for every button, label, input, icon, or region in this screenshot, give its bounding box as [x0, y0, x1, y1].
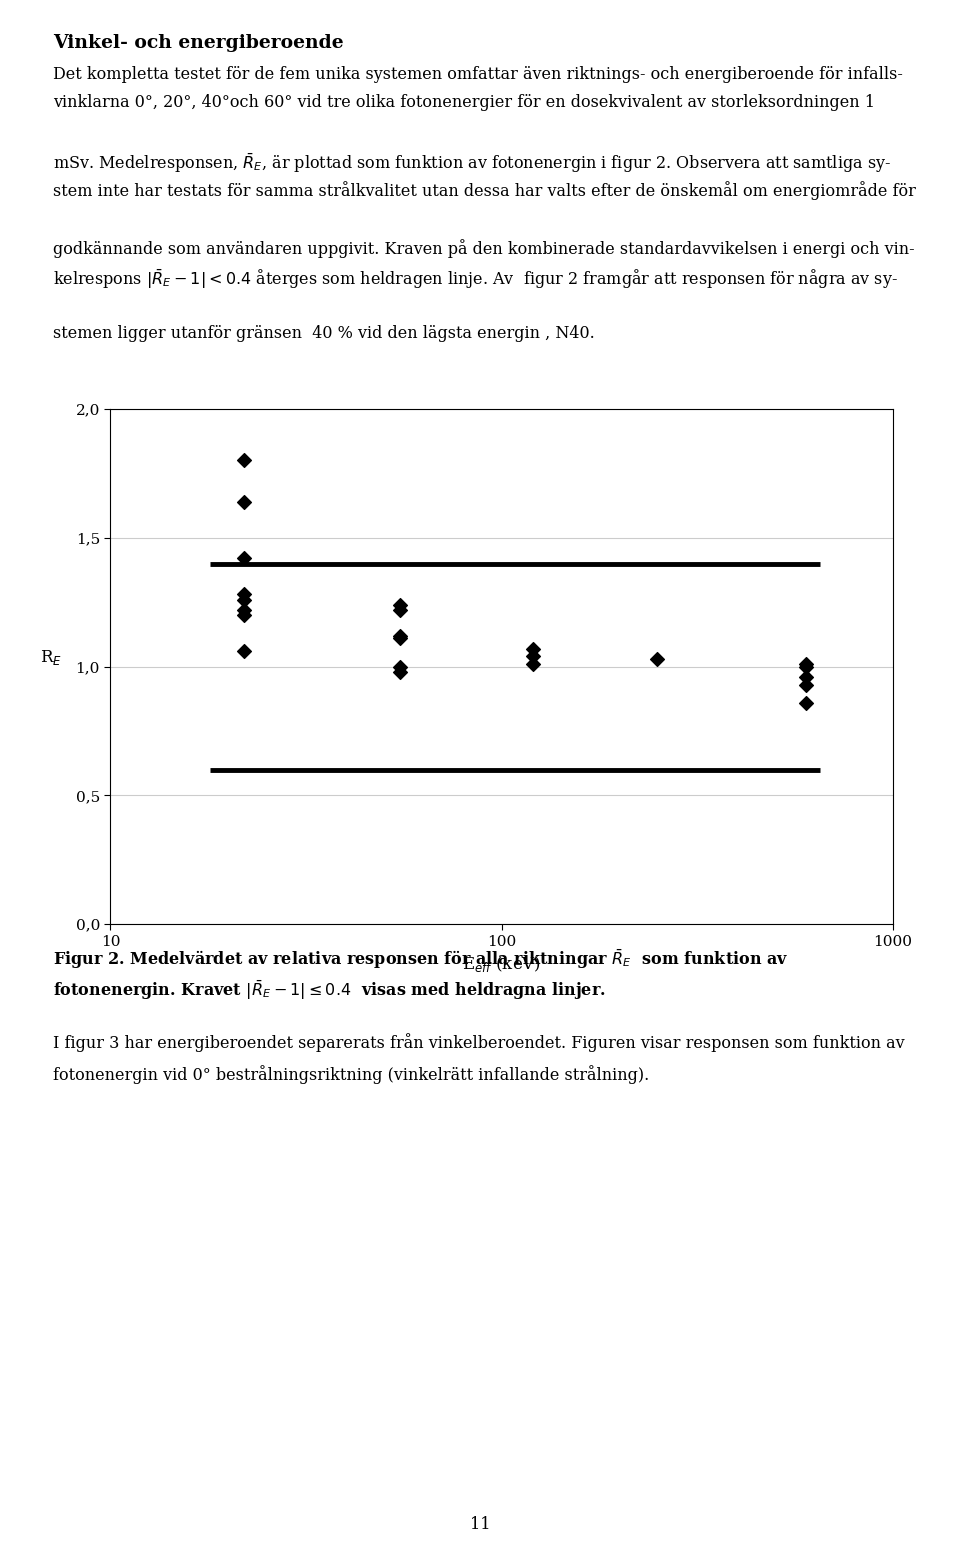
Text: godkännande som användaren uppgivit. Kraven på den kombinerade standardavvikelse: godkännande som användaren uppgivit. Kra…: [53, 239, 915, 258]
Point: [799, 690, 814, 715]
Text: stem inte har testats för samma strålkvalitet utan dessa har valts efter de önsk: stem inte har testats för samma strålkva…: [53, 181, 916, 200]
Text: kelrespons $|\bar{R}_{E}-1|<0.4$ återges som heldragen linje. Av  figur 2 framgå: kelrespons $|\bar{R}_{E}-1|<0.4$ återges…: [53, 267, 898, 290]
Point: [393, 623, 408, 648]
Point: [393, 626, 408, 651]
Text: 11: 11: [469, 1516, 491, 1533]
Point: [237, 603, 252, 628]
Point: [237, 598, 252, 623]
Point: [799, 654, 814, 679]
Text: fotonenergin. Kravet $|\bar{R}_{E}-1|\leq 0.4$  visas med heldragna linjer.: fotonenergin. Kravet $|\bar{R}_{E}-1|\le…: [53, 979, 606, 1002]
Text: stemen ligger utanför gränsen  40 % vid den lägsta energin , N40.: stemen ligger utanför gränsen 40 % vid d…: [53, 325, 594, 342]
Point: [237, 448, 252, 473]
Text: I figur 3 har energiberoendet separerats från vinkelberoendet. Figuren visar res: I figur 3 har energiberoendet separerats…: [53, 1033, 904, 1052]
Point: [237, 489, 252, 514]
Point: [525, 651, 540, 676]
X-axis label: E$_{eff}$ (keV): E$_{eff}$ (keV): [462, 954, 541, 974]
Text: Figur 2. Medelvärdet av relativa responsen för alla riktningar $\bar{R}_{E}$  so: Figur 2. Medelvärdet av relativa respons…: [53, 948, 788, 971]
Point: [393, 598, 408, 623]
Point: [799, 673, 814, 698]
Point: [237, 638, 252, 663]
Point: [650, 646, 665, 671]
Point: [393, 659, 408, 684]
Text: Det kompletta testet för de fem unika systemen omfattar även riktnings- och ener: Det kompletta testet för de fem unika sy…: [53, 66, 902, 83]
Point: [799, 665, 814, 690]
Y-axis label: R$_E$: R$_E$: [39, 648, 61, 667]
Text: Vinkel- och energiberoende: Vinkel- och energiberoende: [53, 34, 344, 53]
Text: mSv. Medelresponsen, $\bar{R}_{E}$, är plottad som funktion av fotonenergin i fi: mSv. Medelresponsen, $\bar{R}_{E}$, är p…: [53, 151, 891, 175]
Text: vinklarna 0°, 20°, 40°och 60° vid tre olika fotonenergier för en dosekvivalent a: vinklarna 0°, 20°, 40°och 60° vid tre ol…: [53, 94, 875, 111]
Point: [525, 635, 540, 660]
Text: fotonenergin vid 0° bestrålningsriktning (vinkelrätt infallande strålning).: fotonenergin vid 0° bestrålningsriktning…: [53, 1065, 649, 1083]
Point: [799, 651, 814, 676]
Point: [393, 654, 408, 679]
Point: [525, 643, 540, 668]
Point: [393, 592, 408, 617]
Point: [237, 587, 252, 612]
Point: [237, 546, 252, 571]
Point: [237, 582, 252, 607]
